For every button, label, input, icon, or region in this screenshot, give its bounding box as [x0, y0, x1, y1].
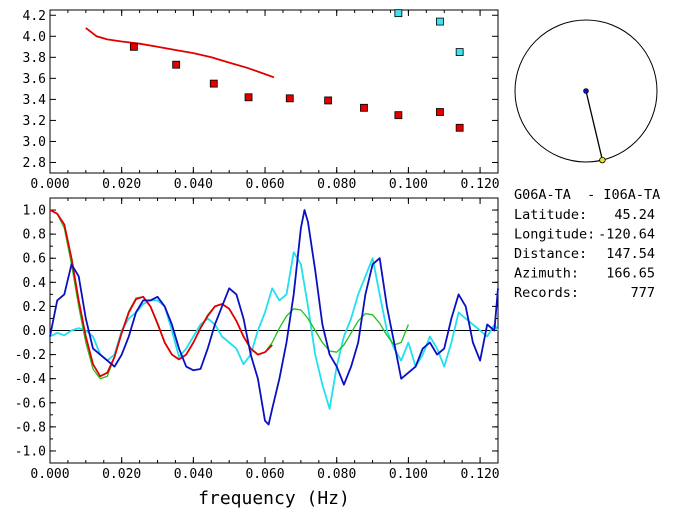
- y-tick-label: 3.6: [23, 72, 46, 87]
- red-point: [455, 123, 464, 132]
- x-tick-label: 0.120: [461, 467, 500, 482]
- azimuth-circle-outline: [514, 19, 658, 163]
- blue-correlation-curve: [49, 209, 499, 426]
- x-tick-label: 0.100: [389, 467, 428, 482]
- info-label: Records:: [514, 285, 579, 301]
- y-tick-label: 3.8: [23, 51, 46, 66]
- red-point: [244, 93, 253, 102]
- dispersion-axes: 0.000 0.020 0.040 0.060 0.080 0.100 0.120 2.8 3.…: [23, 9, 500, 192]
- info-value: 45.24: [614, 207, 655, 223]
- dispersion-marks: [85, 9, 464, 132]
- red-point: [360, 103, 368, 112]
- y-tick-label: -0.8: [15, 420, 46, 435]
- info-label: Latitude:: [514, 207, 587, 223]
- x-tick-label: 0.040: [174, 177, 213, 192]
- y-tick-label: 0.2: [23, 300, 46, 315]
- info-value: 777: [631, 285, 655, 301]
- y-tick-label: 3.0: [23, 135, 46, 150]
- x-axis-title: frequency (Hz): [198, 488, 350, 509]
- x-tick-label: 0.100: [389, 177, 428, 192]
- correlation-plot: 0.000 0.020 0.040 0.060 0.080 0.100 0.120 1.0 0.…: [15, 197, 500, 509]
- y-tick-label: -0.4: [15, 372, 46, 387]
- red-point: [436, 108, 444, 116]
- x-tick-label: 0.040: [174, 467, 213, 482]
- x-tick-label: 0.120: [461, 177, 500, 192]
- dispersion-plot-frame: [49, 9, 499, 174]
- red-point: [285, 94, 294, 103]
- info-value: -120.64: [598, 227, 655, 243]
- y-tick-label: 4.0: [23, 30, 46, 45]
- info-label: Distance:: [514, 246, 587, 262]
- red-correlation-curve: [49, 209, 273, 378]
- azimuth-line: [585, 90, 604, 161]
- cyan-point: [436, 17, 444, 26]
- station-pair-label: G06A-TA - I06A-TA: [514, 187, 660, 203]
- endpoint-dot: [599, 156, 606, 164]
- info-panel: G06A-TA - I06A-TA Latitude: 45.24 Longitud…: [514, 187, 660, 301]
- info-value: 166.65: [606, 266, 655, 282]
- correlation-marks: [49, 209, 499, 426]
- x-tick-label: 0.020: [102, 467, 141, 482]
- y-tick-label: 3.4: [23, 93, 47, 108]
- info-label: Azimuth:: [514, 266, 579, 282]
- x-tick-label: 0.060: [245, 177, 284, 192]
- center-dot: [583, 88, 589, 94]
- red-point: [324, 96, 333, 105]
- y-tick-label: 3.2: [23, 114, 46, 129]
- red-point: [172, 60, 181, 69]
- dispersion-curve: [85, 27, 275, 79]
- info-value: 147.54: [606, 246, 655, 262]
- correlation-axes: 0.000 0.020 0.040 0.060 0.080 0.100 0.120 1.0 0.…: [15, 198, 500, 482]
- y-tick-label: 0.8: [23, 228, 46, 243]
- azimuth-circle: [514, 19, 658, 164]
- x-tick-label: 0.000: [30, 467, 69, 482]
- y-tick-label: 1.0: [23, 204, 46, 219]
- y-tick-label: 0.6: [23, 252, 46, 267]
- x-tick-label: 0.060: [245, 467, 284, 482]
- red-point: [129, 42, 138, 51]
- y-tick-label: 0.4: [23, 276, 47, 291]
- cyan-point: [394, 9, 403, 18]
- cyan-point: [455, 48, 464, 56]
- red-point: [394, 111, 403, 120]
- x-tick-label: 0.080: [317, 177, 356, 192]
- x-tick-label: 0.020: [102, 177, 141, 192]
- info-label: Longitude:: [514, 227, 595, 243]
- x-tick-label: 0.080: [317, 467, 356, 482]
- y-tick-label: 0.0: [23, 324, 46, 339]
- y-tick-label: -1.0: [15, 444, 46, 459]
- red-point: [209, 79, 218, 88]
- x-tick-label: 0.000: [30, 177, 69, 192]
- y-tick-label: 2.8: [23, 156, 46, 171]
- y-tick-label: -0.2: [15, 348, 46, 363]
- y-tick-label: -0.6: [15, 396, 46, 411]
- y-tick-label: 4.2: [23, 9, 46, 24]
- dispersion-plot: 0.000 0.020 0.040 0.060 0.080 0.100 0.120 2.8 3.…: [23, 9, 500, 192]
